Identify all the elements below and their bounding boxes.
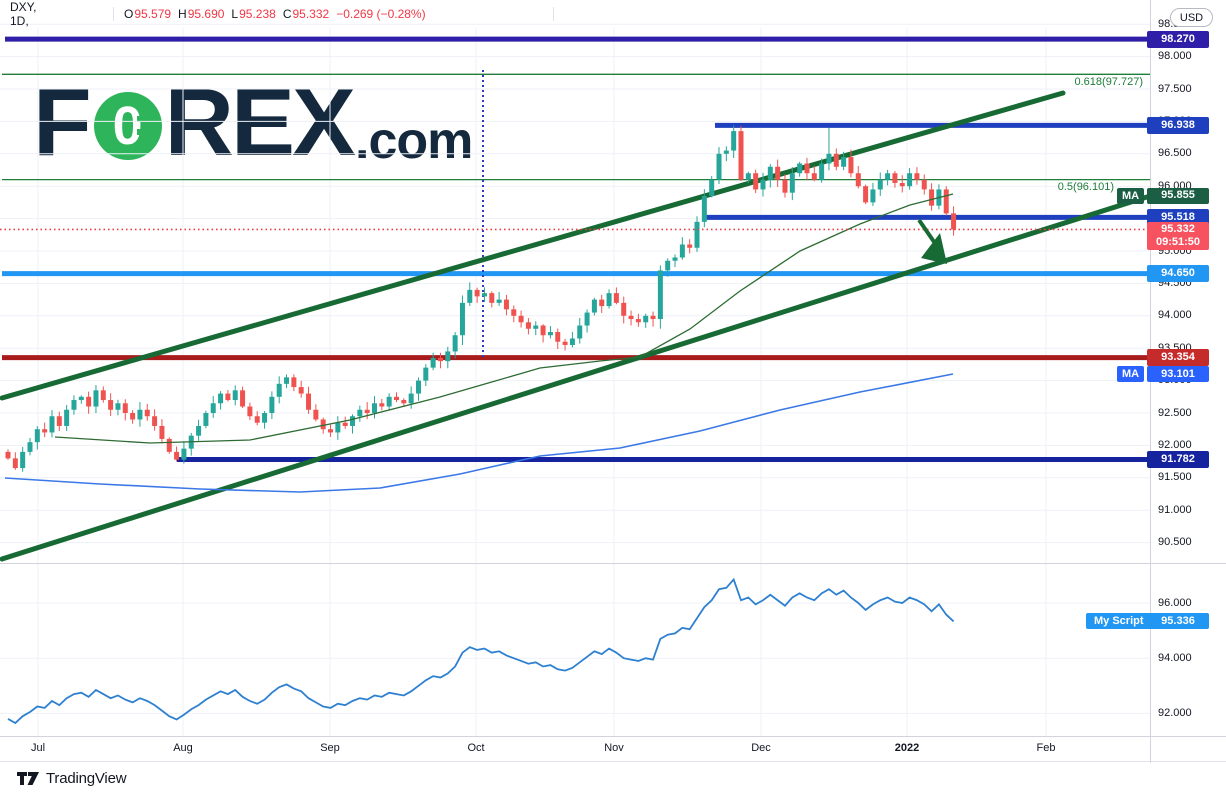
axis-corner-divider: [1150, 737, 1151, 763]
low-value: 95.238: [239, 7, 276, 21]
price-tick: 94.000: [1158, 309, 1192, 322]
time-tick: Aug: [173, 742, 193, 754]
ma-badge: MA: [1117, 366, 1144, 383]
ohlc-values: O 95.579 H 95.690 L 95.238 C 95.332 −0.269 (…: [124, 7, 426, 21]
forex-com-watermark: F 0 REX .com: [33, 69, 473, 176]
price-axis-badge: 95.336: [1147, 613, 1209, 630]
forex-logo-dash-icon: [136, 115, 153, 122]
price-tick: 94.000: [1158, 651, 1192, 664]
price-axis-badge: 95.855: [1147, 187, 1209, 204]
fib-level-label: 0.618(97.727): [1074, 75, 1144, 88]
price-tick: 91.000: [1158, 503, 1192, 516]
watermark-letters-rex: REX: [164, 69, 356, 176]
price-axis-badge: 98.270: [1147, 30, 1209, 48]
price-tick: 97.500: [1158, 82, 1192, 95]
high-label: H: [178, 7, 187, 21]
price-axis-badge: 94.650: [1147, 265, 1209, 283]
tradingview-logo-text: TradingView: [46, 770, 127, 787]
legend-divider: [553, 7, 554, 21]
price-tick: 92.000: [1158, 706, 1192, 719]
open-value: 95.579: [134, 7, 172, 21]
price-axis-badge: 96.938: [1147, 116, 1209, 134]
time-axis[interactable]: Jul Aug Sep Oct Nov Dec 2022 Feb: [0, 736, 1226, 763]
price-axis-badge: 95.332 09:51:50: [1147, 222, 1209, 251]
tradingview-logo[interactable]: TradingView: [17, 770, 127, 787]
close-value: 95.332: [292, 7, 330, 21]
symbol-title[interactable]: DXY, 1D,: [10, 0, 37, 28]
watermark-letter-f: F: [33, 69, 92, 176]
tradingview-mark-icon: [17, 772, 39, 785]
time-tick: Feb: [1036, 742, 1056, 754]
price-tick: 90.500: [1158, 536, 1192, 549]
watermark-dot-com: .com: [355, 112, 473, 171]
price-axis-badge: 95.518: [1147, 208, 1209, 226]
pane-separator[interactable]: [0, 563, 1226, 564]
price-chart-svg[interactable]: [0, 0, 1150, 762]
price-axis-badge: 93.101: [1147, 366, 1209, 383]
open-label: O: [124, 7, 134, 21]
time-tick: Nov: [604, 742, 624, 754]
price-tick: 98.000: [1158, 50, 1192, 63]
my-script-label: My Script: [1086, 613, 1152, 630]
forex-logo-dash-icon: [136, 128, 153, 135]
price-axis-badge: 93.354: [1147, 349, 1209, 367]
forex-logo-zero-icon: 0: [93, 91, 162, 160]
bottom-bar: TradingView: [0, 763, 1226, 796]
fib-level-label: 0.5(96.101): [1057, 181, 1114, 194]
legend-divider: [113, 7, 114, 21]
ma-badge: MA: [1117, 187, 1144, 204]
high-value: 95.690: [187, 7, 225, 21]
price-tick: 92.500: [1158, 406, 1192, 419]
time-tick: Dec: [751, 742, 771, 754]
currency-toggle-button[interactable]: USD: [1170, 8, 1213, 27]
time-tick: Sep: [320, 742, 340, 754]
close-label: C: [282, 7, 292, 21]
price-tick: 91.500: [1158, 471, 1192, 484]
price-axis[interactable]: USD 98.50098.00097.50097.00096.50096.000…: [1147, 0, 1226, 762]
time-tick: 2022: [894, 742, 920, 754]
price-axis-badge: 91.782: [1147, 451, 1209, 469]
price-tick: 96.000: [1158, 596, 1192, 609]
time-tick: Oct: [467, 742, 485, 754]
time-tick: Jul: [30, 742, 46, 754]
price-tick: 96.500: [1158, 147, 1192, 160]
price-tick: 92.000: [1158, 438, 1192, 451]
change-value: −0.269 (−0.28%): [336, 7, 426, 21]
low-label: L: [231, 7, 239, 21]
